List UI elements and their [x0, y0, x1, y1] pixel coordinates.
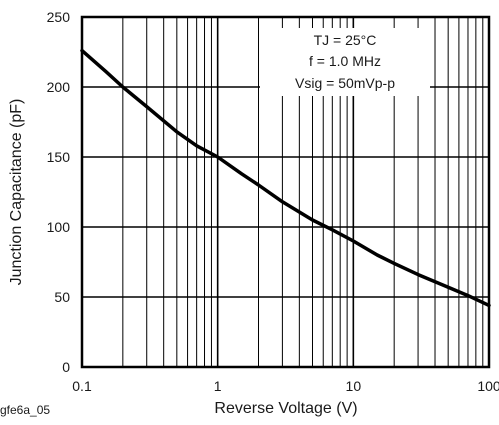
x-tick-label: 1 — [214, 378, 222, 394]
y-tick-label: 0 — [62, 359, 70, 375]
x-tick-label: 10 — [346, 378, 362, 394]
x-tick-label: 100 — [477, 378, 499, 394]
x-axis-label: Reverse Voltage (V) — [214, 400, 357, 417]
tick-labels: 0.1 1 10 100 0 50 100 150 200 250 — [47, 9, 499, 394]
y-tick-label: 250 — [47, 9, 71, 25]
figure-id: gfe6a_05 — [0, 403, 50, 417]
y-tick-label: 50 — [54, 289, 70, 305]
y-axis-label: Junction Capacitance (pF) — [8, 99, 25, 286]
y-tick-label: 100 — [47, 219, 71, 235]
condition-temperature: TJ = 25°C — [314, 32, 377, 48]
y-tick-label: 200 — [47, 79, 71, 95]
x-tick-label: 0.1 — [72, 378, 92, 394]
series-curve — [80, 48, 491, 308]
capacitance-curve — [80, 48, 491, 308]
y-tick-label: 150 — [47, 149, 71, 165]
condition-signal: Vsig = 50mVp-p — [295, 75, 395, 91]
plot-frame — [80, 15, 491, 369]
condition-frequency: f = 1.0 MHz — [309, 53, 381, 69]
conditions-box-background — [260, 28, 430, 96]
